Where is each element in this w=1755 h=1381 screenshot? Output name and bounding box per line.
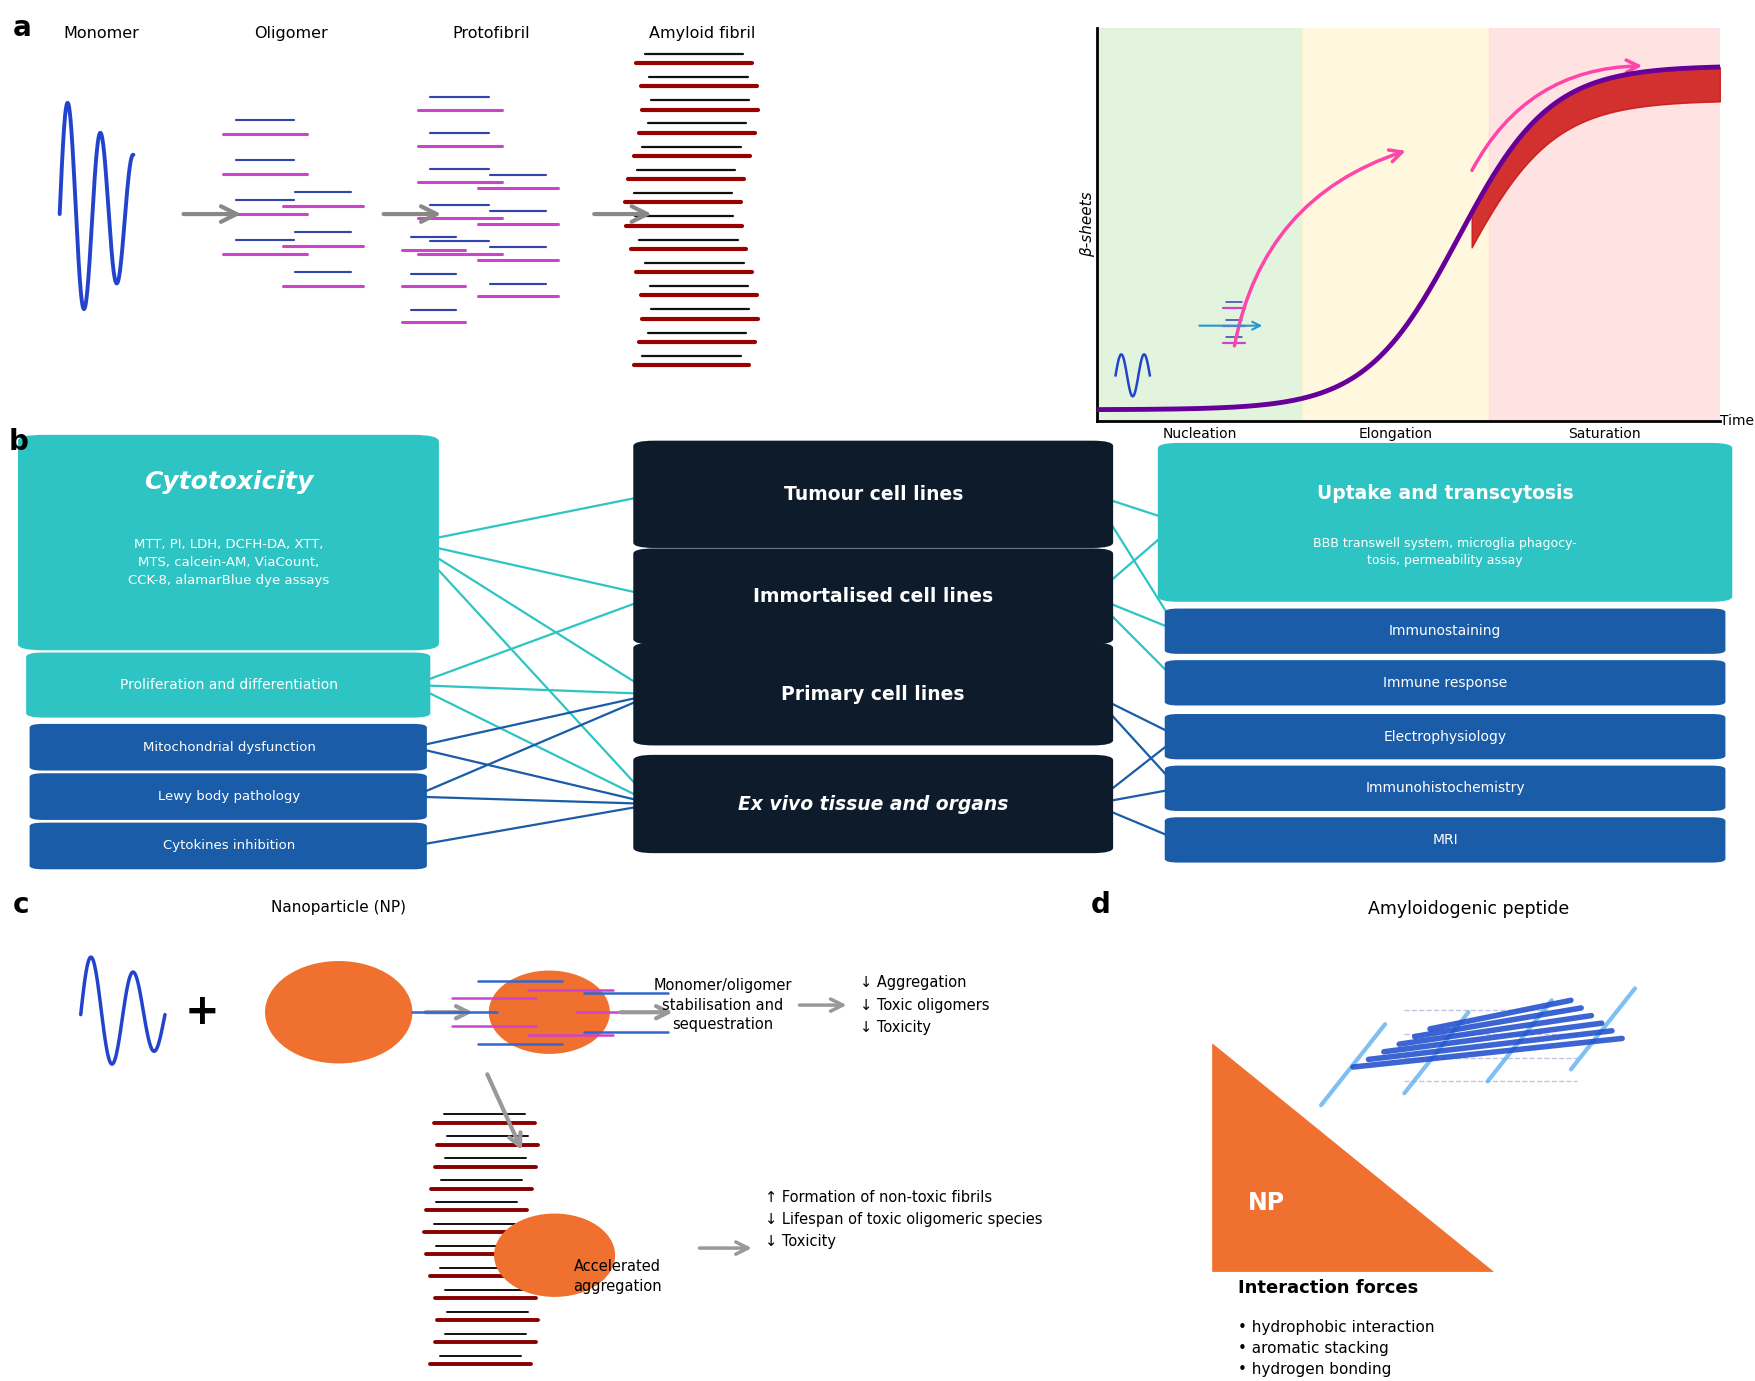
Text: NP: NP <box>1248 1190 1285 1215</box>
Text: Lewy body pathology: Lewy body pathology <box>158 790 300 804</box>
Ellipse shape <box>488 971 611 1054</box>
FancyBboxPatch shape <box>1158 443 1732 602</box>
FancyBboxPatch shape <box>1165 818 1725 863</box>
Text: Interaction forces: Interaction forces <box>1237 1279 1418 1297</box>
Text: Proliferation and differentiation: Proliferation and differentiation <box>119 678 339 692</box>
FancyBboxPatch shape <box>634 642 1113 746</box>
Text: Tumour cell lines: Tumour cell lines <box>783 485 963 504</box>
Text: Amyloidogenic peptide: Amyloidogenic peptide <box>1367 900 1569 918</box>
Ellipse shape <box>493 1214 614 1297</box>
Ellipse shape <box>265 961 412 1063</box>
FancyBboxPatch shape <box>1165 765 1725 811</box>
Text: Monomer/oligomer
stabilisation and
sequestration: Monomer/oligomer stabilisation and seque… <box>655 978 792 1033</box>
Text: Immortalised cell lines: Immortalised cell lines <box>753 587 993 606</box>
Text: d: d <box>1090 891 1111 918</box>
FancyBboxPatch shape <box>634 441 1113 548</box>
Text: +: + <box>184 992 219 1033</box>
Text: ↓ Aggregation
↓ Toxic oligomers
↓ Toxicity: ↓ Aggregation ↓ Toxic oligomers ↓ Toxici… <box>860 975 990 1034</box>
Text: Cytokines inhibition: Cytokines inhibition <box>163 840 295 852</box>
FancyBboxPatch shape <box>30 823 426 869</box>
Text: • hydrophobic interaction
• aromatic stacking
• hydrogen bonding
• salt-bridging: • hydrophobic interaction • aromatic sta… <box>1237 1320 1434 1381</box>
FancyBboxPatch shape <box>1165 660 1725 706</box>
Text: MRI: MRI <box>1432 833 1458 847</box>
Text: Accelerated
aggregation: Accelerated aggregation <box>574 1259 662 1294</box>
Text: Time: Time <box>1720 414 1753 428</box>
FancyBboxPatch shape <box>1165 714 1725 760</box>
Text: Immunohistochemistry: Immunohistochemistry <box>1365 782 1525 795</box>
Text: Amyloid fibril: Amyloid fibril <box>649 26 755 41</box>
FancyBboxPatch shape <box>18 435 439 650</box>
Text: Ex vivo tissue and organs: Ex vivo tissue and organs <box>739 794 1009 813</box>
Text: BBB transwell system, microglia phagocy-
tosis, permeability assay: BBB transwell system, microglia phagocy-… <box>1313 537 1578 566</box>
FancyBboxPatch shape <box>634 755 1113 853</box>
Text: Oligomer: Oligomer <box>254 26 328 41</box>
Text: Uptake and transcytosis: Uptake and transcytosis <box>1316 483 1574 503</box>
FancyBboxPatch shape <box>30 773 426 820</box>
FancyBboxPatch shape <box>30 724 426 771</box>
Text: Electrophysiology: Electrophysiology <box>1383 729 1506 744</box>
Y-axis label: β-sheets: β-sheets <box>1081 192 1095 257</box>
Polygon shape <box>1213 1043 1494 1272</box>
FancyBboxPatch shape <box>1165 609 1725 653</box>
Text: Nanoparticle (NP): Nanoparticle (NP) <box>272 900 405 916</box>
Text: Immunostaining: Immunostaining <box>1388 624 1501 638</box>
Text: ↑ Formation of non-toxic fibrils
↓ Lifespan of toxic oligomeric species
↓ Toxici: ↑ Formation of non-toxic fibrils ↓ Lifes… <box>765 1190 1042 1250</box>
Text: Primary cell lines: Primary cell lines <box>781 685 965 703</box>
FancyBboxPatch shape <box>26 653 430 718</box>
Bar <box>1302 28 1490 421</box>
Text: MTT, PI, LDH, DCFH-DA, XTT,
MTS, calcein-AM, ViaCount,
CCK-8, alamarBlue dye ass: MTT, PI, LDH, DCFH-DA, XTT, MTS, calcein… <box>128 539 330 587</box>
Text: c: c <box>12 891 28 918</box>
FancyBboxPatch shape <box>634 548 1113 645</box>
Bar <box>1490 28 1720 421</box>
Text: Immune response: Immune response <box>1383 675 1508 690</box>
Text: a: a <box>12 14 32 41</box>
Text: b: b <box>9 428 28 456</box>
Text: Protofibril: Protofibril <box>453 26 530 41</box>
Text: Monomer: Monomer <box>63 26 140 41</box>
Text: Cytotoxicity: Cytotoxicity <box>144 470 314 494</box>
Bar <box>1097 28 1302 421</box>
Text: Mitochondrial dysfunction: Mitochondrial dysfunction <box>142 740 316 754</box>
